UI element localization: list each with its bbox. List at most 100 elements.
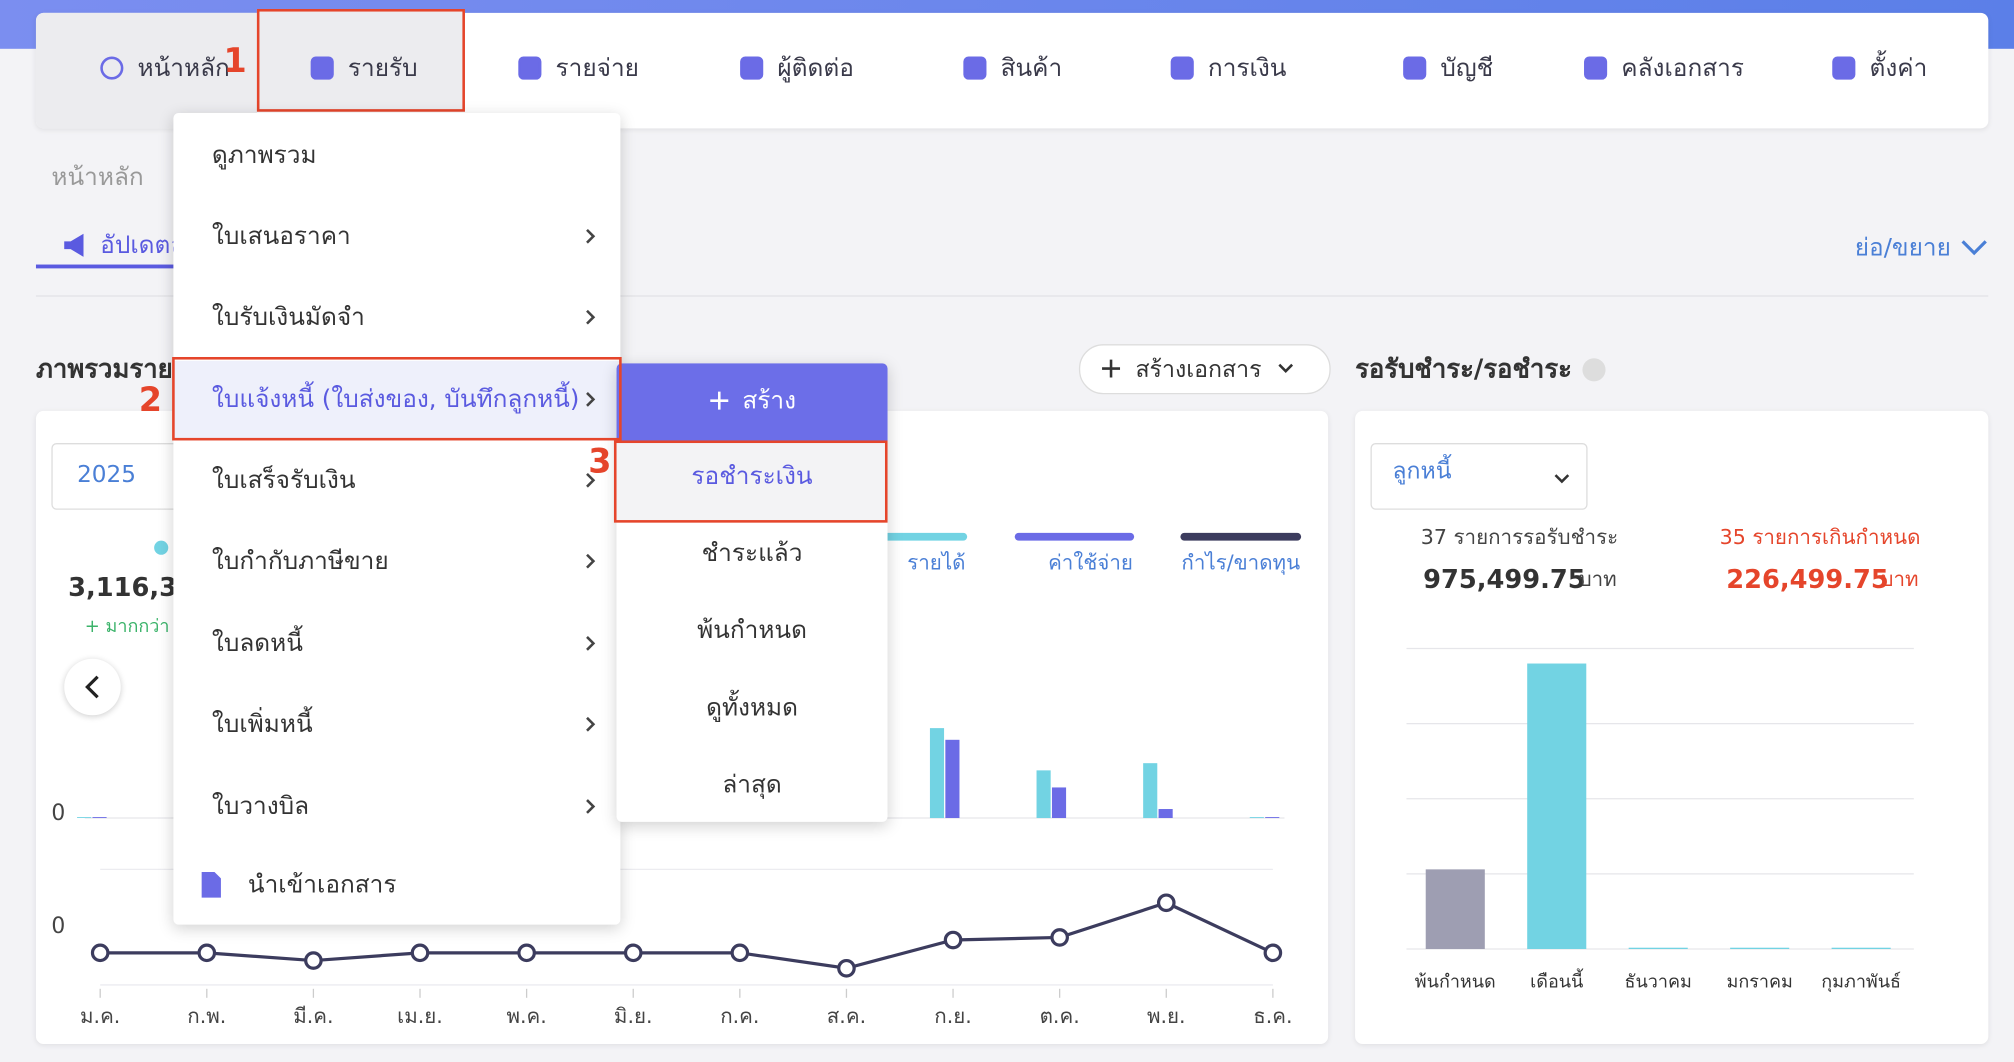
menu-item[interactable]: นำเข้าเอกสาร bbox=[173, 846, 620, 923]
menu-item[interactable]: ใบเสนอราคา bbox=[173, 198, 620, 275]
nav-label: คลังเอกสาร bbox=[1621, 53, 1744, 83]
dropdown-menu: ดูภาพรวม ใบเสนอราคา ใบรับเงินมัดจำ ใบแจ้งหน… bbox=[173, 113, 621, 925]
total-dot bbox=[154, 540, 169, 555]
help-icon[interactable] bbox=[1582, 358, 1606, 382]
bar bbox=[1265, 817, 1280, 819]
annotation: 1 bbox=[223, 42, 247, 81]
icon-shape bbox=[1403, 56, 1427, 80]
line-point bbox=[730, 943, 750, 963]
x-tick-label: ต.ค. bbox=[1040, 1004, 1080, 1028]
submenu-item[interactable]: ดูทั้งหมด bbox=[706, 693, 798, 722]
nav-icon bbox=[310, 56, 334, 80]
tab[interactable]: อัปเดตล bbox=[100, 231, 186, 260]
arrow bbox=[586, 716, 596, 732]
create-label[interactable]: สร้าง bbox=[742, 386, 797, 415]
nav-icon bbox=[1170, 56, 1194, 80]
menu-item[interactable]: ใบลดหนี้ bbox=[173, 605, 620, 682]
legend-label[interactable]: ค่าใช้จ่าย bbox=[1048, 551, 1133, 575]
icon-shape bbox=[740, 56, 764, 80]
menu-item[interactable]: ใบกำกับภาษีขาย bbox=[173, 523, 620, 600]
nav-item[interactable]: หน้าหลัก bbox=[99, 49, 230, 88]
left-title: ภาพรวมราย bbox=[35, 353, 173, 384]
menu-label: ใบวางบิล bbox=[211, 792, 310, 821]
icon-shape bbox=[963, 56, 987, 80]
submenu-item[interactable]: พ้นกำหนด bbox=[697, 616, 807, 645]
bar bbox=[1036, 770, 1051, 819]
menu-item[interactable]: ใบเสร็จรับเงิน bbox=[173, 442, 620, 519]
nav-item[interactable]: ตั้งค่า bbox=[1831, 49, 1927, 88]
icon-shape bbox=[100, 56, 124, 80]
import-icon bbox=[201, 871, 221, 898]
year[interactable]: 2025 bbox=[77, 461, 136, 489]
menu-item[interactable]: ใบรับเงินมัดจำ bbox=[173, 279, 620, 356]
profit-line bbox=[100, 901, 1274, 970]
create-label[interactable]: สร้างเอกสาร bbox=[1135, 356, 1262, 384]
submenu-arrow bbox=[586, 799, 596, 814]
menu-item[interactable]: ใบแจ้งหนี้ (ใบส่งของ, บันทึกลูกหนี้) bbox=[173, 360, 621, 438]
debtor-label[interactable]: ลูกหนี้ bbox=[1392, 457, 1452, 485]
bar bbox=[92, 817, 107, 819]
outline-3 bbox=[613, 440, 888, 523]
sub-highlight bbox=[616, 441, 888, 521]
x-tick-label: ก.ย. bbox=[934, 1004, 972, 1028]
menu-label: ใบเสร็จรับเงิน bbox=[211, 466, 356, 495]
nav-item[interactable]: คลังเอกสาร bbox=[1583, 49, 1744, 88]
arrow bbox=[586, 472, 596, 488]
nav-label: รายจ่าย bbox=[555, 53, 639, 83]
create-header[interactable] bbox=[616, 363, 888, 441]
icon-shape bbox=[310, 56, 334, 80]
line-point bbox=[623, 943, 643, 963]
bar bbox=[1628, 947, 1688, 949]
right-title: รอรับชำระ/รอชำระ bbox=[1355, 353, 1572, 384]
overdue-amount: 226,499.75 bbox=[1726, 563, 1889, 595]
prev-button[interactable] bbox=[64, 658, 121, 716]
year-select[interactable] bbox=[51, 443, 196, 510]
nav-item[interactable]: สินค้า bbox=[962, 49, 1062, 88]
collapse-icon bbox=[1961, 240, 1987, 256]
submenu-arrow bbox=[586, 392, 596, 407]
overdue-label: 35 รายการเกินกำหนด bbox=[1719, 524, 1921, 549]
line-point bbox=[1263, 943, 1283, 963]
submenu-item[interactable]: ล่าสุด bbox=[722, 770, 782, 799]
annotation: 2 bbox=[138, 381, 162, 420]
chevron bbox=[1278, 363, 1294, 373]
bar bbox=[1158, 809, 1173, 819]
line-point bbox=[1050, 928, 1069, 947]
bar bbox=[1143, 763, 1158, 819]
submenu-arrow bbox=[586, 716, 596, 732]
submenu-item[interactable]: ชำระแล้ว bbox=[701, 539, 803, 568]
divider bbox=[35, 295, 1989, 297]
currency: บาท bbox=[1880, 566, 1919, 592]
icon-shape bbox=[1832, 56, 1856, 80]
nav-item[interactable]: ผู้ติดต่อ bbox=[739, 49, 854, 88]
submenu-item[interactable]: รอชำระเงิน bbox=[691, 462, 813, 491]
icon-shape bbox=[1584, 56, 1608, 80]
nav-icon bbox=[518, 56, 542, 80]
nav-label: รายรับ bbox=[347, 53, 418, 83]
debtor-select[interactable] bbox=[1370, 443, 1588, 510]
nav-home-bg bbox=[35, 12, 257, 129]
submenu-arrow bbox=[586, 636, 596, 651]
nav-item[interactable]: รายจ่าย bbox=[517, 49, 639, 88]
legend-label[interactable]: กำไร/ขาดทุน bbox=[1181, 551, 1300, 576]
chevron bbox=[1554, 474, 1570, 484]
bar bbox=[1051, 787, 1067, 819]
x-tick-label: ม.ค. bbox=[80, 1004, 120, 1028]
nav-item[interactable]: รายรับ bbox=[309, 49, 418, 88]
submenu: สร้าง รอชำระเงินชำระแล้วพ้นกำหนดดูทั้งหม… bbox=[616, 363, 888, 822]
x-tick-label: พ.ค. bbox=[506, 1004, 546, 1028]
menu-item[interactable]: ดูภาพรวม bbox=[173, 117, 620, 194]
nav-item[interactable]: บัญชี bbox=[1402, 49, 1493, 88]
nav-item[interactable]: การเงิน bbox=[1169, 49, 1286, 88]
x-tick-label: ก.พ. bbox=[187, 1004, 226, 1028]
nav-label: หน้าหลัก bbox=[137, 53, 230, 83]
line-point bbox=[304, 951, 323, 970]
nav-label: การเงิน bbox=[1207, 53, 1287, 83]
menu-item[interactable]: ใบเพิ่มหนี้ bbox=[173, 686, 620, 763]
menu-item[interactable]: ใบวางบิล bbox=[173, 768, 620, 845]
prev-icon bbox=[85, 675, 99, 699]
collapse-toggle[interactable]: ย่อ/ขยาย bbox=[1854, 233, 1951, 262]
legend-label[interactable]: รายได้ bbox=[907, 551, 965, 575]
